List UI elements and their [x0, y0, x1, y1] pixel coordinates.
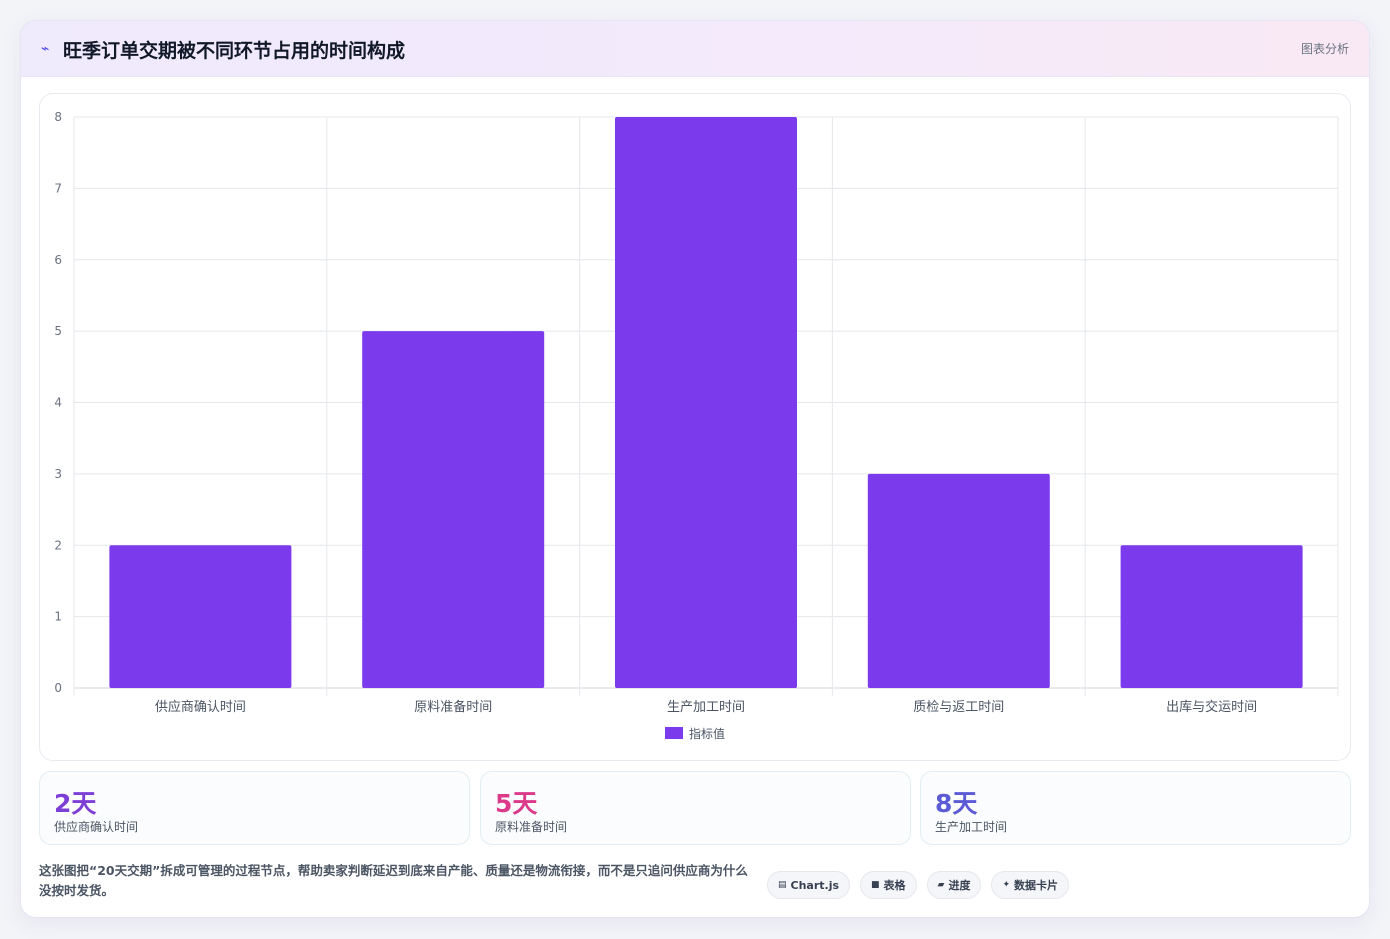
y-tick-label: 4 [54, 396, 62, 410]
stat-card-supplier: 2天 供应商确认时间 [39, 771, 470, 845]
y-tick-label: 3 [54, 467, 62, 481]
progress-icon: ▰ [937, 880, 945, 890]
tag-table[interactable]: ■ 表格 [860, 871, 917, 899]
chart-description: 这张图把“20天交期”拆成可管理的过程节点，帮助卖家判断延迟到底来自产能、质量还… [39, 863, 748, 898]
stat-value: 8天 [935, 789, 978, 818]
y-tick-label: 0 [54, 681, 62, 695]
bar [1120, 545, 1303, 688]
y-tick-label: 2 [54, 538, 62, 552]
x-category-label: 供应商确认时间 [155, 699, 246, 715]
y-tick-label: 7 [54, 181, 62, 195]
wave-icon: ⌁ [41, 41, 50, 57]
x-category-label: 质检与返工时间 [913, 700, 1004, 715]
chart-analysis-label: 图表分析 [1300, 42, 1349, 56]
tag-list: ▤ Chart.js ■ 表格 ▰ 进度 ✦ 数据卡片 [767, 871, 1070, 899]
chart-panel: 0 1 2 3 4 5 6 7 8 供应商确认时间 原料准备时间 生产加工时间 质检与返工时间 出库与交运… [39, 93, 1351, 761]
chart-card: ⌁ 旺季订单交期被不同环节占用的时间构成 图表分析 0 1 2 3 4 5 6 7 8 供应商确认… [20, 20, 1370, 918]
x-category-label: 原料准备时间 [414, 699, 492, 715]
stat-value: 2天 [54, 789, 97, 818]
bar [867, 473, 1050, 688]
legend-label: 指标值 [689, 726, 725, 741]
bar [109, 545, 292, 688]
tag-label: Chart.js [790, 878, 840, 892]
tag-label: 表格 [883, 879, 906, 892]
stat-cards: 2天 供应商确认时间 5天 原料准备时间 8天 生产加工时间 [39, 771, 1351, 845]
y-tick-label: 1 [54, 610, 62, 624]
stat-label: 供应商确认时间 [54, 820, 139, 834]
bar [614, 117, 798, 688]
y-tick-label: 6 [54, 253, 62, 267]
card-header: ⌁ 旺季订单交期被不同环节占用的时间构成 图表分析 [21, 21, 1369, 77]
tag-chartjs[interactable]: ▤ Chart.js [767, 871, 851, 899]
page-title: 旺季订单交期被不同环节占用的时间构成 [63, 40, 406, 62]
x-category-label: 出库与交运时间 [1166, 699, 1257, 715]
tag-label: 数据卡片 [1014, 879, 1059, 892]
y-tick-label: 8 [54, 110, 62, 124]
y-tick-label: 5 [54, 324, 62, 338]
tag-label: 进度 [948, 879, 971, 892]
legend-swatch [665, 727, 683, 739]
tag-progress[interactable]: ▰ 进度 [926, 871, 982, 899]
stat-label: 生产加工时间 [935, 820, 1008, 834]
stat-label: 原料准备时间 [495, 820, 568, 834]
table-icon: ■ [871, 880, 880, 890]
stat-card-production: 8天 生产加工时间 [920, 771, 1351, 845]
x-category-label: 生产加工时间 [667, 700, 745, 715]
sparkle-icon: ✦ [1002, 880, 1011, 890]
stat-card-material: 5天 原料准备时间 [480, 771, 911, 845]
bar-chart: 0 1 2 3 4 5 6 7 8 供应商确认时间 原料准备时间 生产加工时间 质检与返工时间 出库与交运… [54, 110, 1339, 741]
tag-data-card[interactable]: ✦ 数据卡片 [991, 871, 1070, 899]
bar [362, 331, 545, 688]
stat-value: 5天 [495, 789, 538, 818]
chart-icon: ▤ [778, 880, 787, 890]
